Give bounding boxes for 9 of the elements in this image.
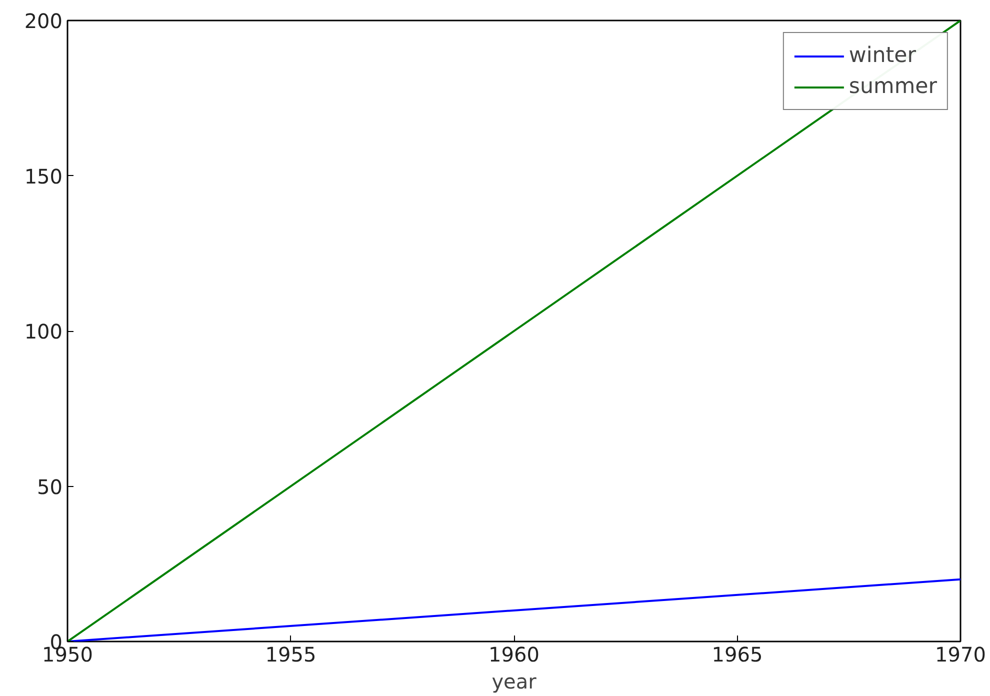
x-tick-label: 1970 (935, 642, 986, 666)
y-tick-label: 50 (37, 474, 63, 499)
y-tick-label: 100 (24, 320, 63, 344)
x-tick-label: 1955 (265, 642, 316, 666)
y-tick-label: 150 (24, 164, 63, 188)
x-tick-label: 1960 (488, 642, 540, 666)
y-tick-label: 200 (24, 9, 63, 33)
x-tick-label: 1965 (712, 642, 763, 666)
x-axis-title: year (492, 670, 538, 694)
